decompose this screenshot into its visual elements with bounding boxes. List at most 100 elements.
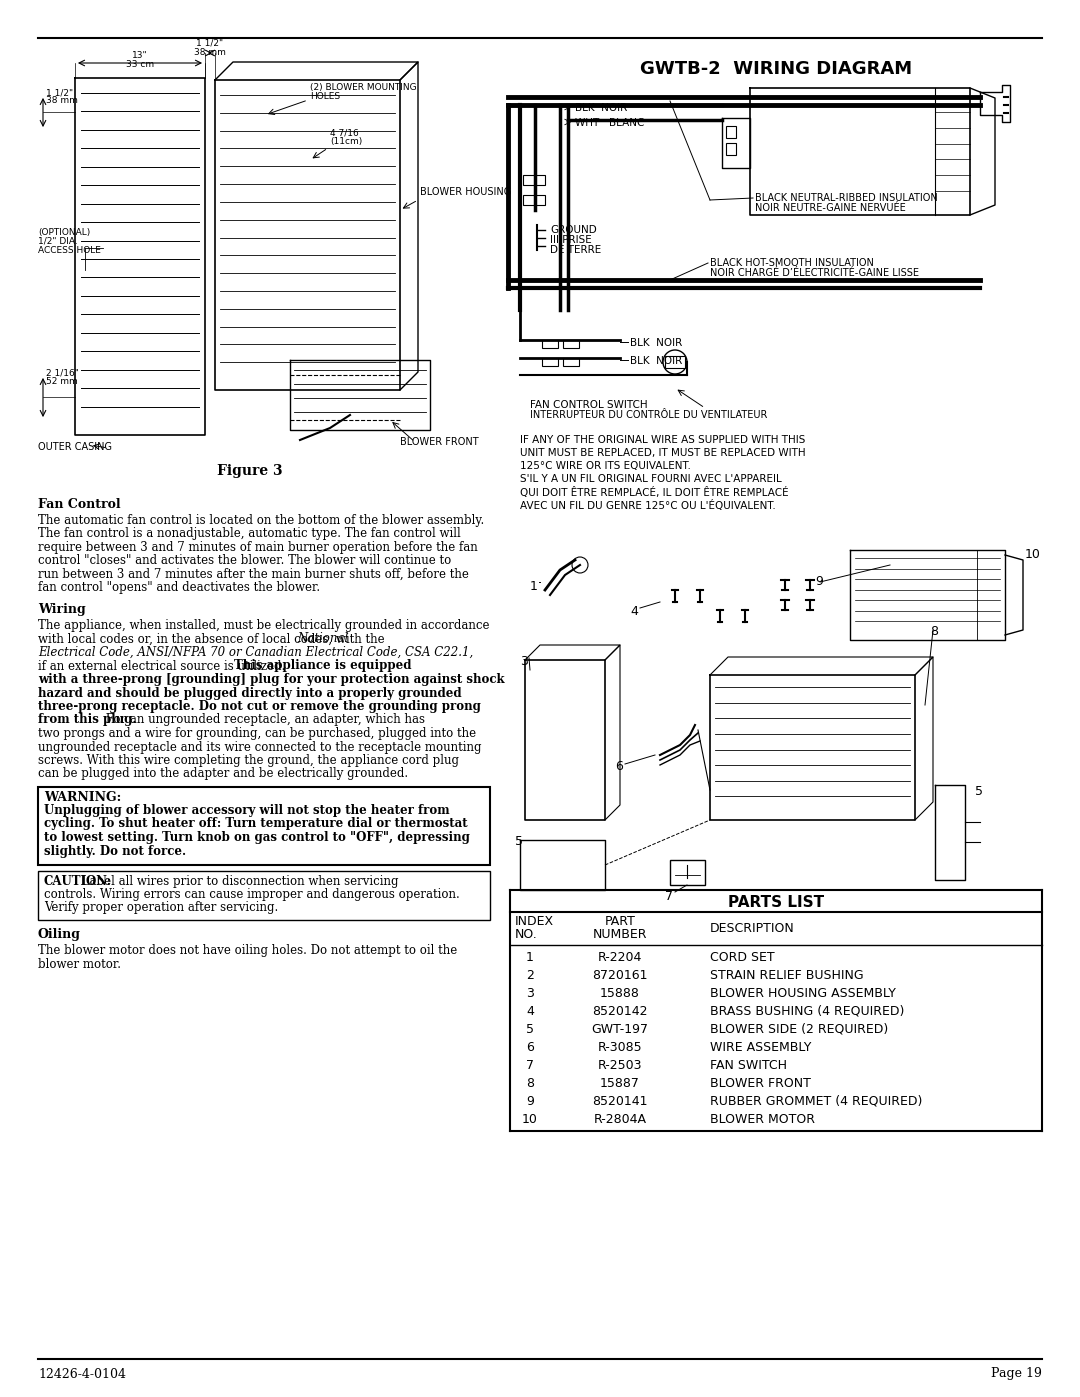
Text: FAN SWITCH: FAN SWITCH [710,1059,787,1071]
Text: 6: 6 [615,760,623,773]
Text: BLK  NOIR: BLK NOIR [630,338,683,348]
Text: Fan Control: Fan Control [38,497,121,511]
Text: PARTS LIST: PARTS LIST [728,895,824,909]
Bar [542,339,558,348]
Text: can be plugged into the adapter and be electrically grounded.: can be plugged into the adapter and be e… [38,767,408,781]
Text: 15888: 15888 [600,988,640,1000]
Text: 1: 1 [530,580,538,592]
Text: STRAIN RELIEF BUSHING: STRAIN RELIEF BUSHING [710,970,864,982]
Bar [542,358,558,366]
Text: 8520141: 8520141 [592,1095,648,1108]
Text: control "closes" and activates the blower. The blower will continue to: control "closes" and activates the blowe… [38,555,451,567]
Text: III PRISE: III PRISE [550,235,592,244]
Text: DE TERRE: DE TERRE [550,244,602,256]
Text: UNIT MUST BE REPLACED, IT MUST BE REPLACED WITH: UNIT MUST BE REPLACED, IT MUST BE REPLAC… [519,448,806,458]
Text: run between 3 and 7 minutes after the main burner shuts off, before the: run between 3 and 7 minutes after the ma… [38,569,469,581]
Text: 4: 4 [526,1004,534,1018]
Text: R-2204: R-2204 [598,951,643,964]
Text: 6: 6 [526,1041,534,1053]
Text: BLACK HOT-SMOOTH INSULATION: BLACK HOT-SMOOTH INSULATION [710,258,874,268]
Text: cycling. To shut heater off: Turn temperature dial or thermostat: cycling. To shut heater off: Turn temper… [44,817,468,830]
Text: 1 1/2": 1 1/2" [46,88,73,96]
Text: CORD SET: CORD SET [710,951,774,964]
Text: The fan control is a nonadjustable, automatic type. The fan control will: The fan control is a nonadjustable, auto… [38,528,461,541]
Text: two prongs and a wire for grounding, can be purchased, plugged into the: two prongs and a wire for grounding, can… [38,726,476,740]
Text: 13": 13" [132,52,148,60]
Text: (11cm): (11cm) [330,137,362,147]
Text: hazard and should be plugged directly into a properly grounded: hazard and should be plugged directly in… [38,686,461,700]
Text: 125°C WIRE OR ITS EQUIVALENT.: 125°C WIRE OR ITS EQUIVALENT. [519,461,691,471]
Text: The appliance, when installed, must be electrically grounded in accordance: The appliance, when installed, must be e… [38,619,489,631]
Text: BRASS BUSHING (4 REQUIRED): BRASS BUSHING (4 REQUIRED) [710,1004,904,1018]
Text: QUI DOIT ÊTRE REMPLACÉ, IL DOIT ÊTRE REMPLACÉ: QUI DOIT ÊTRE REMPLACÉ, IL DOIT ÊTRE REM… [519,488,788,497]
Bar [38,787,490,865]
Text: fan control "opens" and deactivates the blower.: fan control "opens" and deactivates the … [38,581,320,595]
Text: slightly. Do not force.: slightly. Do not force. [44,845,186,858]
Text: three-prong receptacle. Do not cut or remove the grounding prong: three-prong receptacle. Do not cut or re… [38,700,481,712]
Text: 12426-4-0104: 12426-4-0104 [38,1368,126,1380]
Text: INDEX: INDEX [515,915,554,928]
Text: The blower motor does not have oiling holes. Do not attempt to oil the: The blower motor does not have oiling ho… [38,944,457,957]
Text: 7: 7 [526,1059,534,1071]
Text: ACCESS HOLE: ACCESS HOLE [38,246,100,256]
Bar [38,870,490,921]
Text: 10: 10 [522,1113,538,1126]
Text: ungrounded receptacle and its wire connected to the receptacle mounting: ungrounded receptacle and its wire conne… [38,740,482,753]
Text: Oiling: Oiling [38,928,81,942]
Text: OUTER CASING: OUTER CASING [38,441,112,453]
Text: 8720161: 8720161 [592,970,648,982]
Text: WARNING:: WARNING: [44,791,121,805]
Text: R-3085: R-3085 [597,1041,643,1053]
Text: (2) BLOWER MOUNTING: (2) BLOWER MOUNTING [310,82,417,92]
Text: with a three-prong [grounding] plug for your protection against shock: with a three-prong [grounding] plug for … [38,673,504,686]
Text: BLOWER HOUSING: BLOWER HOUSING [420,187,511,197]
Bar [726,126,735,138]
Text: from this plug.: from this plug. [38,714,136,726]
Text: 2 1/16": 2 1/16" [46,367,79,377]
Text: 33 cm: 33 cm [126,60,154,68]
Text: BLOWER FRONT: BLOWER FRONT [710,1077,811,1090]
Text: S'IL Y A UN FIL ORIGINAL FOURNI AVEC L'APPAREIL: S'IL Y A UN FIL ORIGINAL FOURNI AVEC L'A… [519,474,782,483]
Text: PART: PART [605,915,635,928]
Text: BLOWER FRONT: BLOWER FRONT [400,437,478,447]
Text: 1: 1 [526,951,534,964]
Text: Figure 3: Figure 3 [217,464,283,478]
Text: WIRE ASSEMBLY: WIRE ASSEMBLY [710,1041,811,1053]
Bar [563,339,579,348]
Text: if an external electrical source is utilized.: if an external electrical source is util… [38,659,289,672]
Text: 8520142: 8520142 [592,1004,648,1018]
Text: 5: 5 [526,1023,534,1037]
Text: DESCRIPTION: DESCRIPTION [710,922,795,935]
Text: 2: 2 [526,970,534,982]
Bar [535,196,545,205]
Text: 5: 5 [515,835,523,848]
Text: CAUTION:: CAUTION: [44,875,112,888]
Text: For an ungrounded receptacle, an adapter, which has: For an ungrounded receptacle, an adapter… [102,714,424,726]
Text: NUMBER: NUMBER [593,928,647,942]
Bar [523,196,535,205]
Bar [665,356,685,367]
Text: 1 1/2": 1 1/2" [197,39,224,47]
Text: GROUND: GROUND [550,225,597,235]
Text: 7: 7 [665,890,673,902]
Text: 4 7/16: 4 7/16 [330,129,359,137]
Bar [726,142,735,155]
Text: R-2804A: R-2804A [594,1113,647,1126]
Text: BLK  NOIR: BLK NOIR [575,103,627,113]
Text: FAN CONTROL SWITCH: FAN CONTROL SWITCH [530,400,648,409]
Text: INTERRUPTEUR DU CONTRÔLE DU VENTILATEUR: INTERRUPTEUR DU CONTRÔLE DU VENTILATEUR [530,409,768,420]
Text: 52 mm: 52 mm [46,377,78,386]
Text: Electrical Code, ANSI/NFPA 70 or Canadian Electrical Code, CSA C22.1,: Electrical Code, ANSI/NFPA 70 or Canadia… [38,645,473,659]
Text: BLOWER SIDE (2 REQUIRED): BLOWER SIDE (2 REQUIRED) [710,1023,888,1037]
Text: (OPTIONAL): (OPTIONAL) [38,228,91,237]
Bar [535,175,545,184]
Text: BLACK NEUTRAL-RIBBED INSULATION: BLACK NEUTRAL-RIBBED INSULATION [755,193,937,203]
Bar [563,358,579,366]
Text: National: National [297,633,349,645]
Text: screws. With this wire completing the ground, the appliance cord plug: screws. With this wire completing the gr… [38,754,459,767]
Text: BLOWER HOUSING ASSEMBLY: BLOWER HOUSING ASSEMBLY [710,988,896,1000]
Text: GWTB-2  WIRING DIAGRAM: GWTB-2 WIRING DIAGRAM [640,60,913,78]
Bar [670,861,705,886]
Text: BLK  NOIR: BLK NOIR [630,356,683,366]
Text: Wiring: Wiring [38,604,85,616]
